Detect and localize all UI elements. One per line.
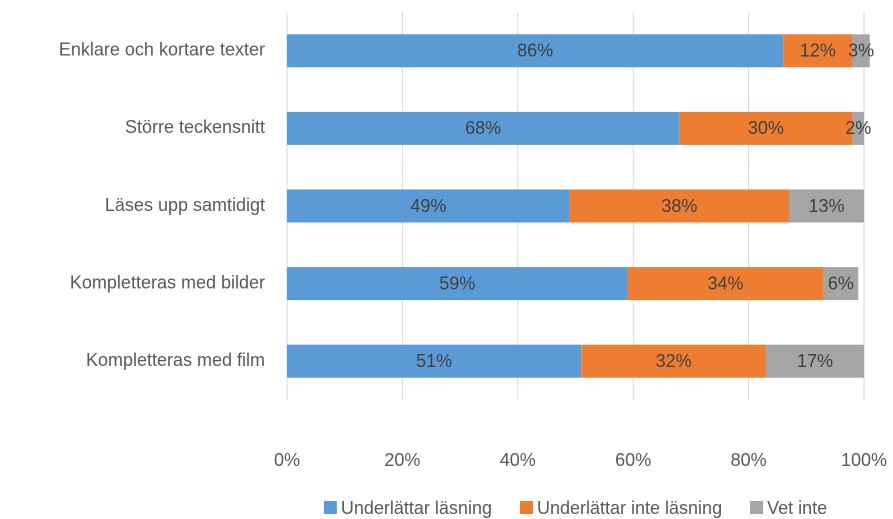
bar-segment <box>627 267 824 301</box>
x-tick-label: 60% <box>615 450 651 470</box>
bar-label: 49% <box>410 196 446 216</box>
bar-segment <box>852 34 870 68</box>
bar-label: 68% <box>465 118 501 138</box>
x-tick-label: 20% <box>384 450 420 470</box>
x-tick-label: 100% <box>841 450 887 470</box>
bar-label: 13% <box>808 196 844 216</box>
x-tick-label: 0% <box>274 450 300 470</box>
bar-label: 12% <box>800 41 836 61</box>
bar-segment <box>569 189 789 223</box>
y-tick-label: Enklare och kortare texter <box>59 40 265 60</box>
y-tick-label: Kompletteras med bilder <box>70 272 265 292</box>
bar-segment <box>287 34 784 68</box>
legend: Underlättar läsning Underlättar inte läsn… <box>323 498 827 518</box>
legend-label: Underlättar inte läsning <box>537 498 722 518</box>
bar-label: 2% <box>845 118 871 138</box>
bar-segment <box>765 344 864 378</box>
bar-label: 86% <box>517 41 553 61</box>
legend-swatch <box>323 501 337 514</box>
bar-label: 30% <box>748 118 784 138</box>
bar-segment <box>287 111 680 145</box>
bar-label: 34% <box>708 273 744 293</box>
legend-label: Underlättar läsning <box>341 498 492 518</box>
bar-segment <box>287 189 570 223</box>
bar-label: 59% <box>439 273 475 293</box>
y-tick-label: Större teckensnitt <box>125 117 265 137</box>
bar-label: 51% <box>416 351 452 371</box>
bar-segment <box>679 111 853 145</box>
bar-label: 32% <box>656 351 692 371</box>
bar-segment <box>287 267 628 301</box>
bar-segment <box>852 111 864 145</box>
legend-swatch <box>519 501 533 514</box>
x-tick-label: 40% <box>500 450 536 470</box>
y-tick-label: Läses upp samtidigt <box>105 195 265 215</box>
legend-label: Vet inte <box>767 498 827 518</box>
y-tick-label: Kompletteras med film <box>86 350 265 370</box>
bar-segment <box>581 344 766 378</box>
bar-segment <box>788 189 864 223</box>
bar-segment <box>783 34 853 68</box>
bar-label: 6% <box>828 273 854 293</box>
bar-segment <box>823 267 859 301</box>
bar-label: 17% <box>797 351 833 371</box>
bar-segment <box>287 344 582 378</box>
bar-label: 3% <box>848 41 874 61</box>
x-tick-label: 80% <box>731 450 767 470</box>
bar-label: 38% <box>661 196 697 216</box>
legend-swatch <box>750 501 764 514</box>
